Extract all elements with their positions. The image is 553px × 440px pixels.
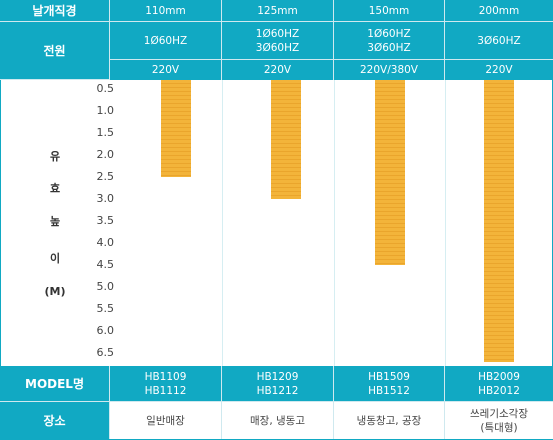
place-text: 일반매장 bbox=[146, 415, 185, 427]
model-code: HB2012 bbox=[478, 384, 520, 397]
chart-divider bbox=[334, 80, 335, 366]
power-line: 1Ø60HZ bbox=[143, 34, 188, 47]
footer-place-150: 냉동창고, 공장 bbox=[334, 402, 445, 440]
y-tick-label: 3.5 bbox=[96, 214, 115, 227]
y-tick-label: 2.0 bbox=[96, 148, 115, 161]
power-line: 1Ø60HZ bbox=[255, 27, 300, 40]
y-axis-label-char: 높 bbox=[49, 215, 61, 228]
place-text: 매장, 냉동고 bbox=[250, 415, 305, 427]
y-axis-label-char: 효 bbox=[49, 182, 61, 195]
y-axis-label-char: 유 bbox=[49, 150, 61, 163]
model-code: HB1209 bbox=[256, 370, 299, 383]
place-text: (특대형) bbox=[480, 422, 518, 434]
model-code: HB2009 bbox=[478, 370, 520, 383]
chart-divider bbox=[445, 80, 446, 366]
footer-model-label: MODEL명 bbox=[0, 366, 110, 402]
model-code: HB1509 bbox=[368, 370, 410, 383]
header-power-110: 1Ø60HZ bbox=[110, 22, 222, 60]
footer-model-150: HB1509 HB1512 bbox=[334, 366, 445, 402]
place-text: 냉동창고, 공장 bbox=[356, 415, 422, 427]
header-voltage-125: 220V bbox=[222, 60, 334, 80]
y-tick-label: 2.5 bbox=[96, 170, 115, 183]
model-code: HB1109 bbox=[144, 370, 187, 383]
bar-200mm bbox=[484, 80, 514, 362]
header-power-150: 1Ø60HZ 3Ø60HZ bbox=[334, 22, 445, 60]
header-diameter-125: 125mm bbox=[222, 0, 334, 22]
y-tick-label: 1.5 bbox=[96, 126, 115, 139]
bar-150mm bbox=[375, 80, 405, 265]
header-blade-diameter-label: 날개직경 bbox=[0, 0, 110, 22]
y-axis-label-char: (M) bbox=[44, 285, 66, 298]
footer-place-125: 매장, 냉동고 bbox=[222, 402, 334, 440]
header-voltage-150: 220V/380V bbox=[334, 60, 445, 80]
y-tick-label: 4.5 bbox=[96, 258, 115, 271]
y-tick-label: 0.5 bbox=[96, 82, 115, 95]
y-tick-label: 4.0 bbox=[96, 236, 115, 249]
footer-model-200: HB2009 HB2012 bbox=[445, 366, 553, 402]
model-code: HB1112 bbox=[144, 384, 187, 397]
y-tick-label: 5.0 bbox=[96, 280, 115, 293]
header-power-125: 1Ø60HZ 3Ø60HZ bbox=[222, 22, 334, 60]
y-tick-label: 6.0 bbox=[96, 324, 115, 337]
bar-110mm bbox=[161, 80, 191, 177]
power-line: 3Ø60HZ bbox=[477, 34, 521, 47]
y-tick-label: 1.0 bbox=[96, 104, 115, 117]
bar-125mm bbox=[271, 80, 301, 199]
header-diameter-150: 150mm bbox=[334, 0, 445, 22]
model-code: HB1212 bbox=[256, 384, 299, 397]
footer-place-110: 일반매장 bbox=[110, 402, 222, 440]
power-line: 1Ø60HZ bbox=[367, 27, 411, 40]
place-text: 쓰레기소각장 bbox=[470, 408, 528, 420]
footer-place-label: 장소 bbox=[0, 402, 110, 440]
y-tick-label: 6.5 bbox=[96, 346, 115, 359]
header-voltage-200: 220V bbox=[445, 60, 553, 80]
header-diameter-200: 200mm bbox=[445, 0, 553, 22]
y-tick-label: 5.5 bbox=[96, 302, 115, 315]
footer-model-110: HB1109 HB1112 bbox=[110, 366, 222, 402]
y-axis-label-char: 이 bbox=[49, 252, 61, 265]
power-line: 3Ø60HZ bbox=[255, 41, 300, 54]
model-code: HB1512 bbox=[368, 384, 410, 397]
power-line: 3Ø60HZ bbox=[367, 41, 411, 54]
chart-divider bbox=[222, 80, 223, 366]
header-voltage-110: 220V bbox=[110, 60, 222, 80]
header-diameter-110: 110mm bbox=[110, 0, 222, 22]
footer-model-125: HB1209 HB1212 bbox=[222, 366, 334, 402]
footer-place-200: 쓰레기소각장 (특대형) bbox=[445, 402, 553, 440]
header-power-label: 전원 bbox=[0, 22, 110, 80]
header-power-200: 3Ø60HZ bbox=[445, 22, 553, 60]
y-tick-label: 3.0 bbox=[96, 192, 115, 205]
